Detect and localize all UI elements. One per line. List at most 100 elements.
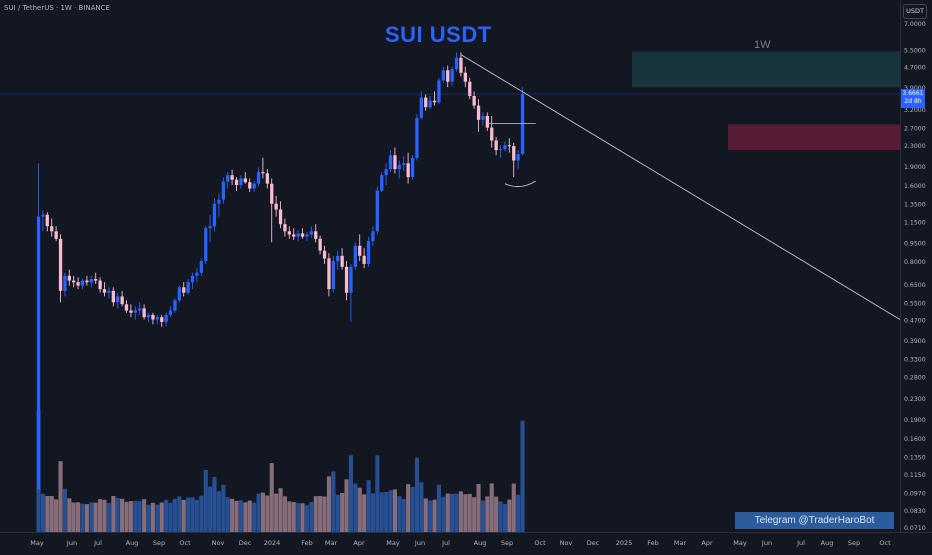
- time-tick-label: 2025: [616, 539, 633, 547]
- time-tick-label: 2024: [264, 539, 281, 547]
- support-zone: [728, 124, 900, 151]
- time-tick-label: Apr: [701, 539, 713, 547]
- time-tick-label: Feb: [647, 539, 659, 547]
- price-axis[interactable]: 7.0000 5.5000 4.7000 3.9000 3.2000 2.7000 2.30…: [904, 21, 926, 532]
- candle-body: [204, 228, 208, 262]
- currency-badge[interactable]: USDT: [903, 4, 927, 19]
- price-tick-label: 0.0970: [904, 491, 926, 498]
- price-tick-label: 7.0000: [904, 21, 926, 28]
- volume-bar: [397, 496, 402, 532]
- candle-body: [463, 72, 467, 82]
- candle-body: [305, 234, 309, 237]
- price-tick-label: 1.9000: [904, 164, 926, 171]
- candle-body: [441, 70, 445, 81]
- candle-body: [138, 308, 142, 311]
- price-tick-label: 0.3300: [904, 356, 926, 363]
- time-tick-label: Apr: [353, 539, 365, 547]
- candle-body: [199, 261, 203, 273]
- candle-body: [362, 255, 366, 264]
- time-tick-label: Oct: [879, 539, 891, 547]
- volume-bar: [256, 493, 261, 532]
- current-price-tag: 3.6661 2d 8h: [901, 89, 925, 108]
- volume-bar: [54, 499, 59, 532]
- volume-bar: [172, 498, 177, 532]
- time-tick-label: Jul: [796, 539, 805, 547]
- candle-body: [63, 275, 67, 291]
- candle-body: [208, 226, 212, 229]
- candle-body: [292, 234, 296, 237]
- volume-bar: [331, 471, 336, 532]
- candle-body: [274, 203, 278, 210]
- time-tick-label: Jun: [414, 539, 425, 547]
- volume-bar: [480, 500, 485, 532]
- volume-bar: [489, 483, 494, 532]
- candle-body: [76, 282, 80, 286]
- candle-body: [415, 117, 419, 158]
- volume-bar: [291, 502, 296, 532]
- volume-bar: [498, 501, 503, 532]
- time-tick-label: Jul: [93, 539, 102, 547]
- candle-body: [397, 165, 401, 170]
- candle-body: [353, 245, 357, 267]
- volume-bar: [212, 477, 217, 532]
- candle-body: [485, 116, 489, 128]
- price-tick-label: 0.9500: [904, 240, 926, 247]
- candle-body: [195, 272, 199, 276]
- volume-bar: [472, 497, 477, 532]
- candle-body: [507, 145, 511, 147]
- candle-body: [437, 80, 441, 103]
- time-tick-label: Oct: [534, 539, 546, 547]
- candles-layer[interactable]: [36, 52, 525, 490]
- candle-body: [50, 226, 54, 232]
- time-tick-label: Sep: [501, 539, 513, 547]
- volume-bar: [159, 502, 164, 532]
- volume-bar: [269, 463, 274, 532]
- candle-body: [406, 163, 410, 178]
- volume-bar: [133, 500, 138, 532]
- price-tick-label: 2.3000: [904, 143, 926, 150]
- time-axis[interactable]: May Jun Jul Aug Sep Oct Nov Dec 2024 Feb Mar Apr May…: [30, 539, 891, 547]
- volume-bar: [520, 420, 525, 532]
- volume-bar: [128, 501, 133, 532]
- candle-body: [142, 308, 146, 318]
- candle-body: [89, 279, 93, 283]
- volume-bar: [313, 496, 318, 532]
- candle-body: [490, 127, 494, 141]
- volume-bar: [225, 497, 230, 532]
- volume-bar: [150, 502, 155, 532]
- candle-body: [116, 296, 120, 303]
- telegram-badge[interactable]: Telegram @TraderHaroBot: [735, 512, 894, 529]
- price-tick-label: 0.2300: [904, 396, 926, 403]
- candle-body: [41, 214, 45, 217]
- symbol-label: SUI / TetherUS · 1W · BINANCE: [4, 4, 110, 12]
- candle-body: [393, 155, 397, 170]
- time-tick-label: Aug: [126, 539, 139, 547]
- price-tick-label: 0.2800: [904, 374, 926, 381]
- volume-bar: [93, 502, 98, 532]
- time-tick-label: Aug: [821, 539, 834, 547]
- volume-bar: [340, 493, 345, 532]
- volume-bar: [106, 503, 111, 532]
- volume-bar: [177, 496, 182, 532]
- volume-bar: [265, 495, 270, 532]
- candle-body: [270, 183, 274, 204]
- volume-bar: [335, 494, 340, 533]
- time-tick-label: Jun: [761, 539, 772, 547]
- volume-bar: [98, 499, 103, 532]
- volume-bar: [260, 492, 265, 532]
- candle-body: [256, 172, 261, 184]
- price-tick-label: 3.2000: [904, 107, 926, 114]
- volume-bar: [458, 491, 463, 532]
- volume-bar: [58, 461, 63, 532]
- candle-body: [129, 310, 133, 313]
- candle-body: [371, 231, 375, 242]
- candle-body: [322, 250, 327, 259]
- volume-bar: [62, 488, 67, 532]
- price-tick-label: 0.1150: [904, 472, 926, 479]
- volume-bar: [318, 496, 323, 532]
- price-tick-label: 4.7000: [904, 65, 926, 72]
- volume-bar: [322, 496, 327, 532]
- volume-bar: [485, 496, 490, 532]
